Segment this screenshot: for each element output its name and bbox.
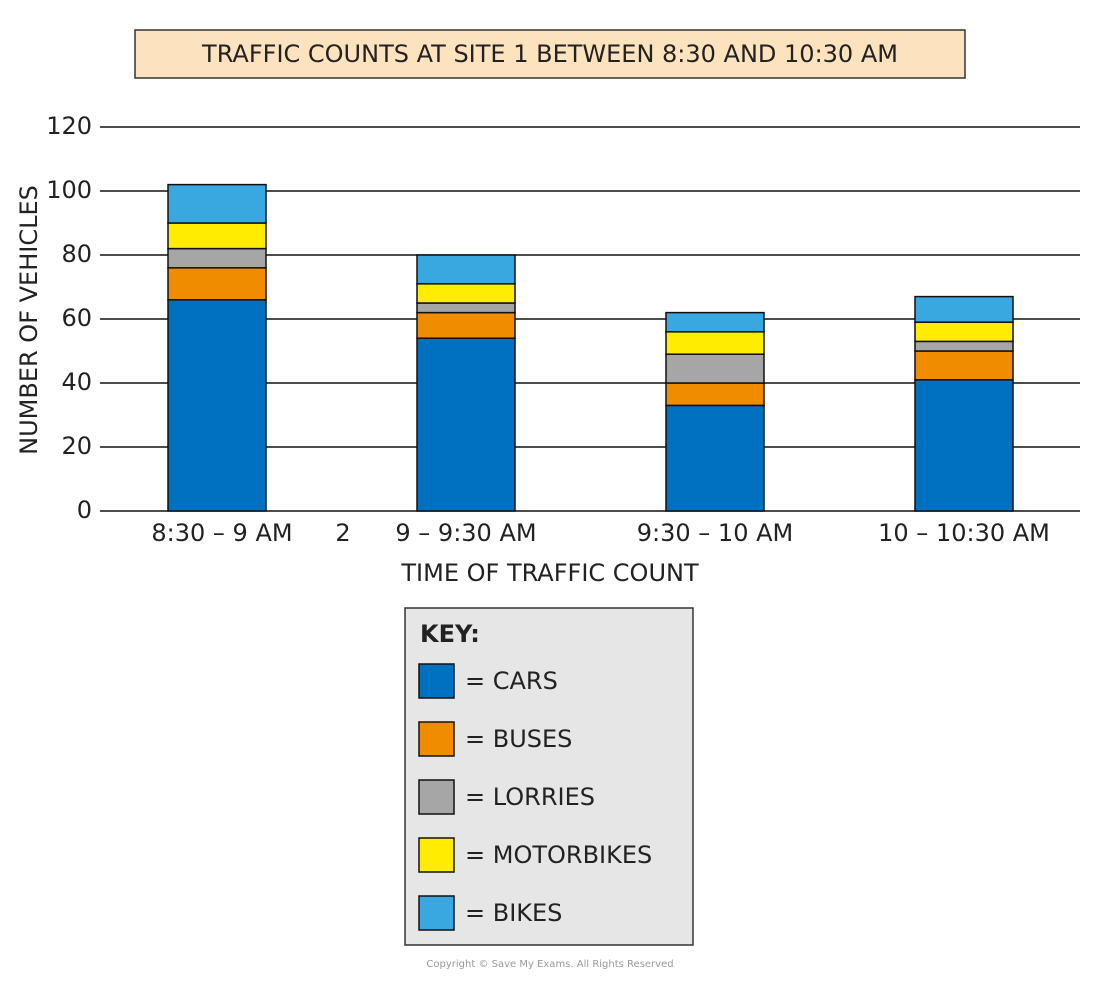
y-tick-label: 40 [61, 368, 92, 396]
bar-segment [416, 311, 516, 339]
y-tick-label: 60 [61, 304, 92, 332]
bar-segment [914, 340, 1014, 352]
bar-segment [914, 350, 1014, 381]
bar-segment [416, 302, 516, 314]
y-axis-title: NUMBER OF VEHICLES [15, 185, 43, 455]
bar-segment [665, 404, 765, 512]
x-tick-label: 10 – 10:30 AM [878, 519, 1050, 547]
legend-label: = MOTORBIKES [465, 841, 652, 869]
y-tick-label: 120 [46, 112, 92, 140]
legend-swatch [418, 663, 455, 699]
bar-segment [416, 337, 516, 512]
annotation: 2 [335, 519, 350, 547]
bar-segment [914, 295, 1014, 323]
legend-label: = CARS [465, 667, 558, 695]
bar-segment [167, 299, 267, 512]
y-tick-label: 100 [46, 176, 92, 204]
legend-label: = BIKES [465, 899, 562, 927]
bar-segment [167, 222, 267, 250]
bar-segment [914, 379, 1014, 512]
y-tick-label: 80 [61, 240, 92, 268]
legend-swatch [418, 721, 455, 757]
bar-segment [167, 183, 267, 224]
x-axis-title: TIME OF TRAFFIC COUNT [400, 559, 699, 587]
bar-segment [914, 321, 1014, 343]
bar-segment [665, 382, 765, 407]
legend-swatch [418, 779, 455, 815]
legend-label: = LORRIES [465, 783, 595, 811]
legend-box [404, 607, 694, 946]
bar-segment [167, 247, 267, 269]
x-tick-label: 8:30 – 9 AM [151, 519, 292, 547]
title-box [134, 29, 966, 79]
y-tick-label: 20 [61, 432, 92, 460]
legend-title: KEY: [420, 620, 480, 648]
copyright: Copyright © Save My Exams. All Rights Re… [426, 959, 673, 970]
y-tick-label: 0 [77, 496, 92, 524]
legend-swatch [418, 837, 455, 873]
x-tick-label: 9:30 – 10 AM [637, 519, 793, 547]
chart-title: TRAFFIC COUNTS AT SITE 1 BETWEEN 8:30 AN… [201, 40, 898, 68]
bar-segment [665, 311, 765, 333]
legend-swatch [418, 895, 455, 931]
bar-segment [167, 267, 267, 301]
x-tick-label: 9 – 9:30 AM [395, 519, 536, 547]
bar-segment [665, 353, 765, 384]
bar-segment [416, 254, 516, 285]
legend-label: = BUSES [465, 725, 572, 753]
bar-segment [665, 331, 765, 355]
bar-segment [416, 283, 516, 304]
